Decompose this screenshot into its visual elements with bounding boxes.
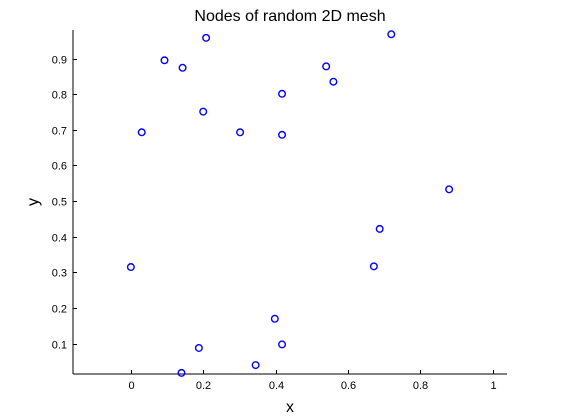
data-point — [278, 340, 287, 349]
data-point — [178, 63, 187, 72]
data-point — [199, 107, 208, 116]
data-point — [329, 77, 338, 86]
data-point — [236, 128, 245, 137]
x-tick-label: 0.6 — [341, 380, 356, 392]
y-tick-label: 0.9 — [52, 55, 67, 67]
chart-title: Nodes of random 2D mesh — [194, 8, 385, 25]
y-tick-label: 0.5 — [52, 197, 67, 209]
y-tick-label: 0.7 — [52, 126, 67, 138]
data-point — [278, 130, 287, 139]
data-point — [194, 343, 203, 352]
y-axis-title: y — [25, 198, 42, 206]
x-tick-label: 0.2 — [196, 380, 211, 392]
data-point — [251, 361, 260, 370]
data-point — [202, 33, 211, 42]
x-tick-label: 0.4 — [269, 380, 284, 392]
axes — [72, 30, 507, 375]
data-point — [270, 314, 279, 323]
data-point — [387, 30, 396, 39]
x-axis-title: x — [286, 399, 294, 416]
y-tick-label: 0.6 — [52, 161, 67, 173]
y-tick-label: 0.8 — [52, 90, 67, 102]
data-point — [322, 62, 331, 71]
data-point — [369, 262, 378, 271]
ticks: 0 0.2 0.4 0.6 0.8 1 0.1 0.2 0.3 0.4 0.5 0.6 0.7 0.8 0.… — [52, 55, 497, 393]
y-tick-label: 0.4 — [52, 233, 67, 245]
data-point — [375, 224, 384, 233]
y-tick-label: 0.2 — [52, 304, 67, 316]
x-tick-label: 1 — [490, 380, 496, 392]
data-point — [445, 185, 454, 194]
y-tick-label: 0.1 — [52, 340, 67, 352]
x-tick-label: 0 — [128, 380, 134, 392]
y-tick-label: 0.3 — [52, 268, 67, 280]
x-tick-label: 0.8 — [413, 380, 428, 392]
data-point — [126, 263, 135, 272]
data-point — [177, 368, 186, 377]
data-point — [160, 56, 169, 65]
data-point — [137, 128, 146, 137]
data-points — [126, 30, 454, 377]
data-point — [278, 89, 287, 98]
